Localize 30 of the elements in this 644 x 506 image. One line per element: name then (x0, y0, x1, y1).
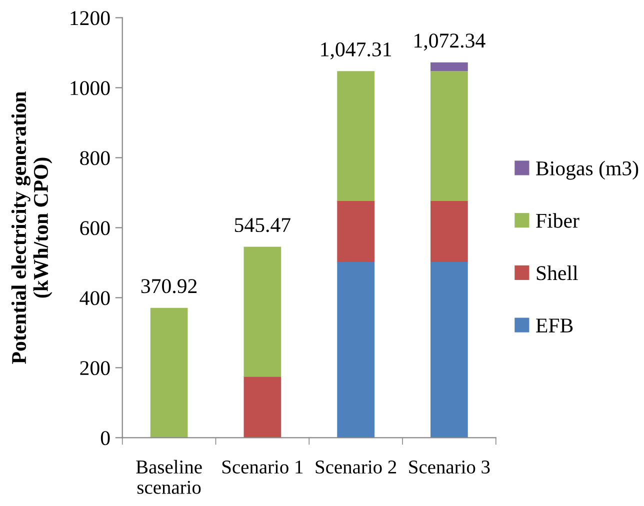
y-tick-label: 200 (80, 361, 110, 376)
y-tick-label: 1200 (70, 11, 110, 26)
legend-label: EFB (536, 318, 573, 332)
y-tick-label: 800 (80, 151, 110, 166)
bar (244, 376, 282, 438)
y-axis-title: Potential electricity generation (kWh/ton CPO) (11, 91, 52, 364)
bar (337, 262, 374, 438)
x-tick-label: Scenario 2 (316, 460, 396, 474)
total-label: 545.47 (234, 218, 290, 232)
bar (150, 308, 188, 438)
legend-label: Biogas (m3) (536, 160, 638, 180)
bar (244, 246, 282, 377)
y-tick-label: 600 (80, 221, 110, 236)
bar (430, 200, 468, 262)
total-label: 1,047.31 (321, 42, 392, 60)
legend-label: Fiber (536, 213, 580, 228)
bar (337, 200, 374, 262)
total-label: 1,072.34 (414, 34, 486, 51)
x-tick-label: Scenario 1 (222, 460, 303, 474)
y-tick-label: 1000 (70, 81, 110, 96)
x-tick-label: Baseline scenario (136, 460, 202, 494)
y-tick-label: 400 (80, 291, 110, 306)
bar (430, 262, 468, 438)
x-tick-label: Scenario 3 (409, 460, 490, 474)
y-tick-label: 0 (100, 431, 110, 446)
legend-label: Shell (536, 266, 578, 280)
total-label: 370.92 (141, 279, 197, 294)
bar (430, 71, 468, 201)
bar (430, 62, 468, 72)
bar (337, 71, 374, 201)
